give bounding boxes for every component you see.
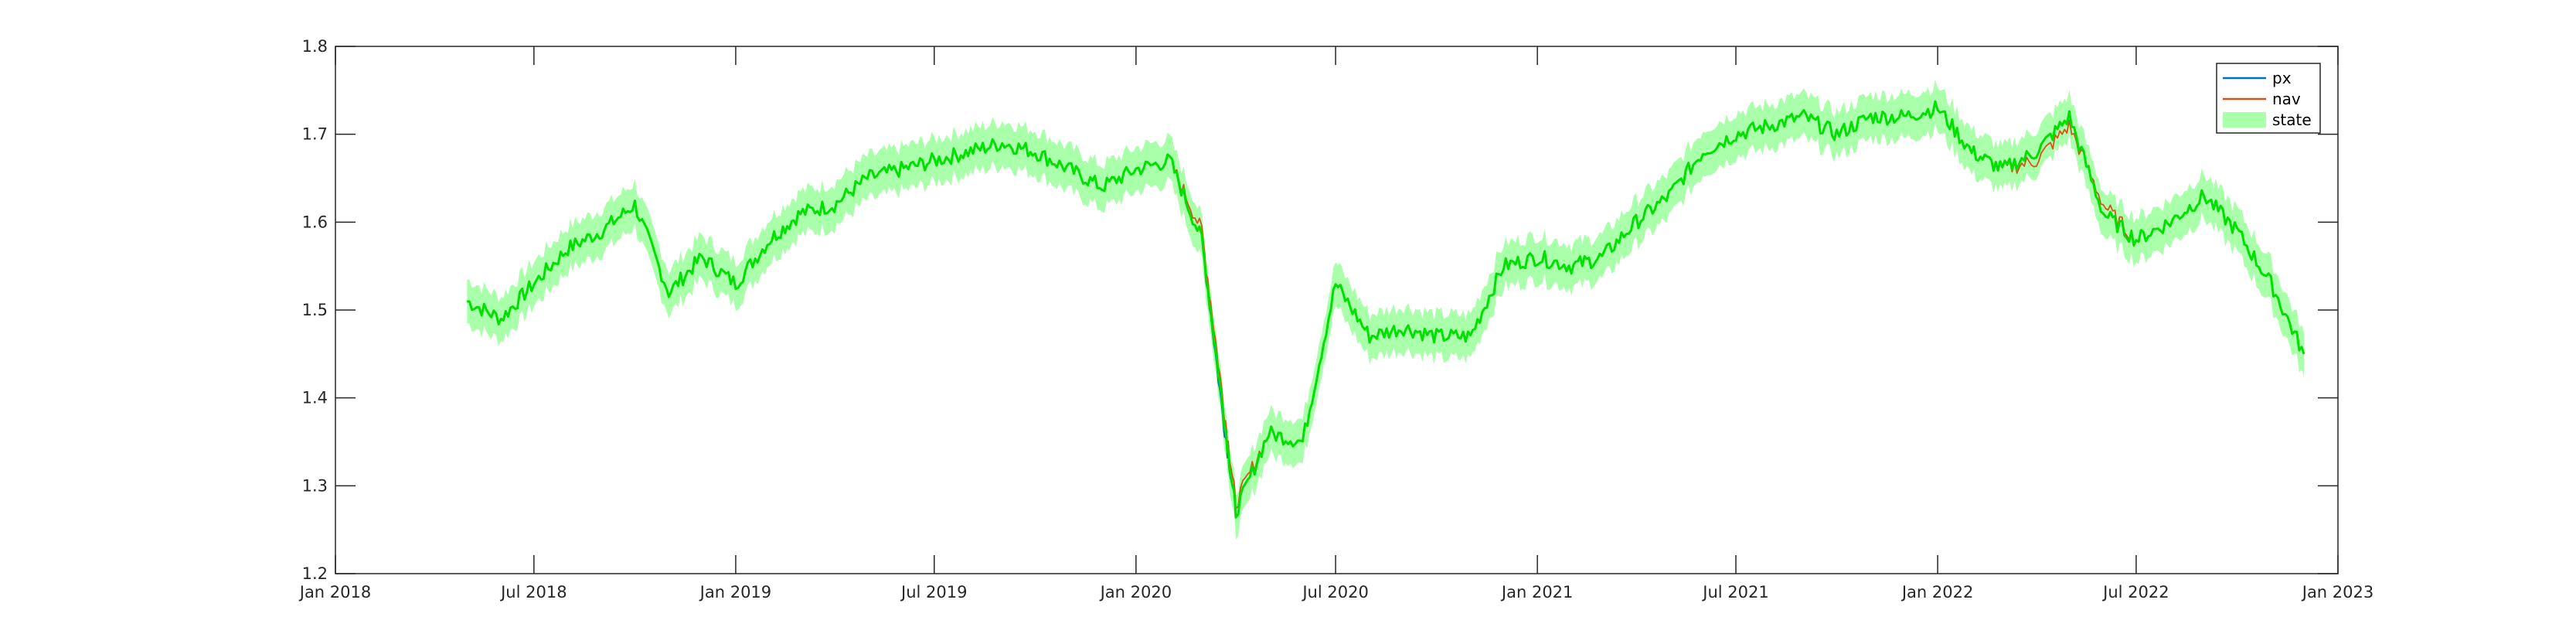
x-tick-label: Jan 2022 [1901, 583, 1974, 601]
x-tick-label: Jul 2018 [499, 583, 567, 601]
x-tick-label: Jan 2021 [1500, 583, 1574, 601]
y-tick-label: 1.7 [302, 125, 328, 144]
legend-label-px: px [2272, 69, 2292, 87]
x-tick-label: Jan 2019 [699, 583, 772, 601]
y-tick-label: 1.6 [302, 213, 328, 231]
plot-area [467, 79, 2305, 540]
legend-label-nav: nav [2272, 90, 2301, 108]
legend-label-state: state [2272, 111, 2312, 129]
x-tick-label: Jul 2019 [900, 583, 967, 601]
y-tick-label: 1.5 [302, 301, 328, 319]
x-tick-label: Jan 2020 [1099, 583, 1172, 601]
x-tick-label: Jan 2023 [2301, 583, 2374, 601]
y-tick-label: 1.3 [302, 476, 328, 495]
y-tick-label: 1.4 [302, 389, 328, 407]
legend-swatch-state [2223, 112, 2266, 128]
axes: Jan 2018 Jul 2018 Jan 2019 Jul 2019 Jan 2020… [298, 37, 2374, 601]
x-tick-label: Jul 2022 [2101, 583, 2169, 601]
x-tick-label: Jan 2018 [298, 583, 372, 601]
x-tick-label: Jul 2020 [1301, 583, 1368, 601]
x-tick-label: Jul 2021 [1701, 583, 1768, 601]
y-tick-label: 1.2 [302, 564, 328, 583]
y-tick-label: 1.8 [302, 37, 328, 56]
series-state-line [467, 100, 2305, 519]
legend: px nav state [2216, 63, 2321, 134]
